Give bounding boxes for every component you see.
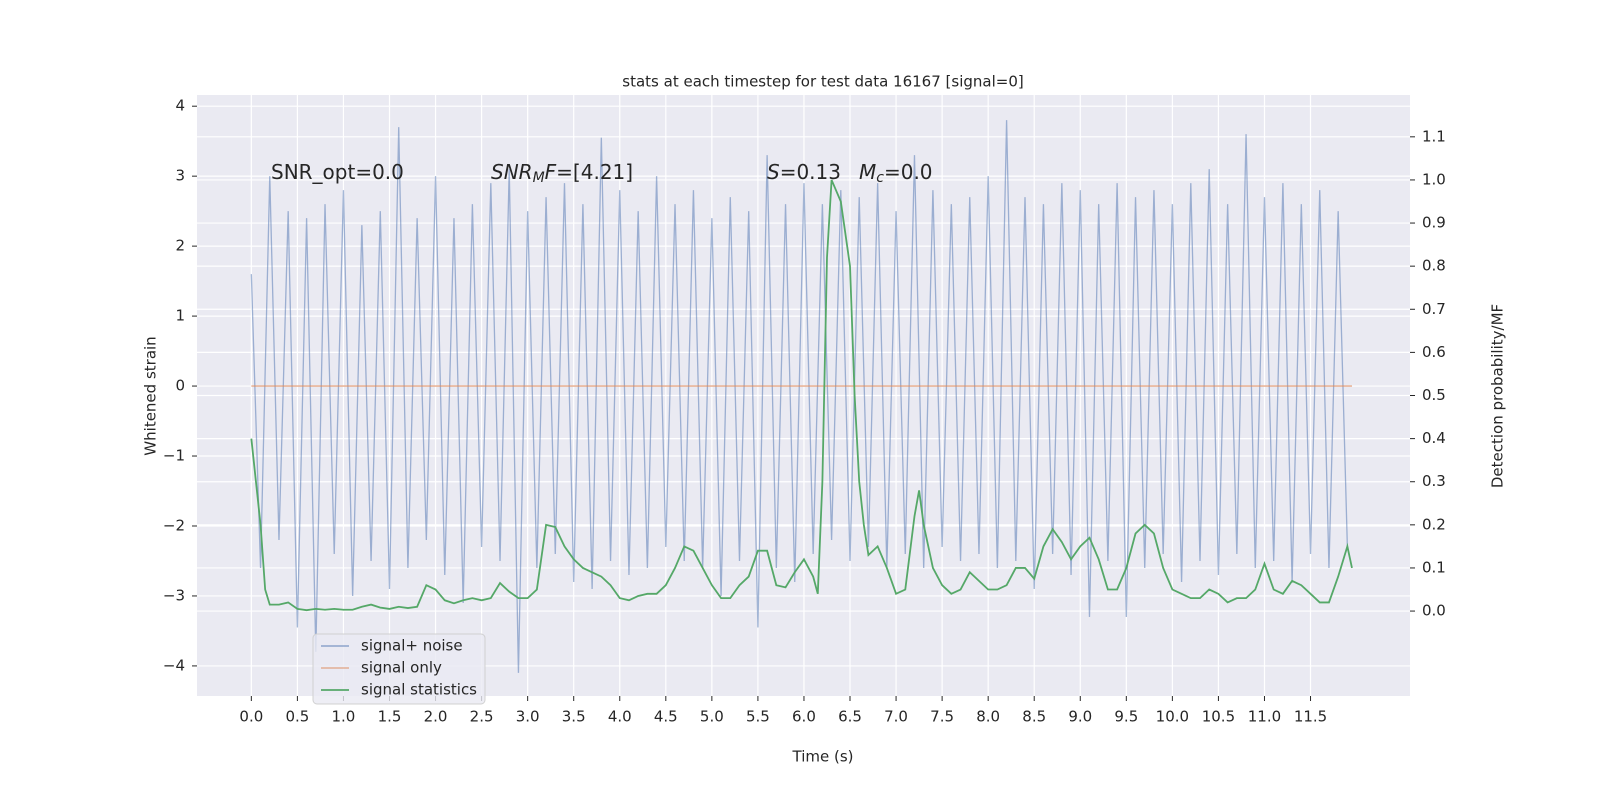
y2-tick-label: 0.6	[1422, 343, 1446, 361]
annotation-part: F	[545, 160, 557, 184]
y-tick-label: 3	[175, 167, 185, 185]
y-tick-label: −2	[163, 516, 185, 534]
x-tick-label: 5.0	[700, 708, 724, 726]
annotation-part: =[4.21]	[556, 160, 633, 184]
y2-tick-label: 0.3	[1422, 472, 1446, 490]
legend-label: signal only	[361, 659, 442, 677]
x-tick-label: 3.0	[516, 708, 540, 726]
x-tick-label: 8.5	[1022, 708, 1046, 726]
legend: signal+ noise signal only signal statistic…	[312, 633, 486, 705]
y-tick-label: 2	[175, 237, 185, 255]
y-axis-label: Whitened strain	[142, 336, 160, 455]
labels: 0.0 0.5 1.0 1.5 2.0 2.5 3.0 3.5 4.0 4.5 5.0 5.5 6.0 6…	[163, 97, 1446, 726]
x-tick-label: 11.5	[1294, 708, 1327, 726]
legend-label: signal+ noise	[361, 637, 463, 655]
x-tick-label: 10.5	[1202, 708, 1235, 726]
x-tick-label: 9.5	[1114, 708, 1138, 726]
x-tick-label: 11.0	[1248, 708, 1281, 726]
y2-axis-label: Detection probability/MF	[1489, 304, 1507, 488]
legend-label: signal statistics	[361, 681, 477, 699]
x-tick-label: 1.0	[332, 708, 356, 726]
y2-tick-label: 1.0	[1422, 170, 1446, 188]
y-tick-label: −3	[163, 586, 185, 604]
x-tick-label: 9.0	[1068, 708, 1092, 726]
x-axis-label: Time (s)	[792, 748, 854, 766]
legend-box	[312, 633, 486, 705]
annotation: S=0.13	[767, 160, 841, 184]
y2-tick-label: 0.5	[1422, 386, 1446, 404]
annotation-part: SNR_opt=0.0	[271, 160, 404, 184]
series-line	[250, 120, 1349, 673]
annotation: Mc=0.0	[859, 160, 933, 187]
annotation: SNR_opt=0.0	[271, 160, 404, 184]
annotation-part: M	[533, 170, 545, 186]
x-tick-label: 10.0	[1156, 708, 1189, 726]
x-tick-label: 6.0	[792, 708, 816, 726]
y-tick-label: −4	[163, 656, 185, 674]
x-tick-label: 8.0	[976, 708, 1000, 726]
annotation-part: c	[876, 170, 884, 186]
annotation-part: SNR	[491, 160, 533, 184]
y2-tick-label: 0.4	[1422, 429, 1446, 447]
annotation-part: M	[859, 160, 876, 184]
y2-tick-label: 0.1	[1422, 558, 1446, 576]
x-tick-label: 1.5	[378, 708, 402, 726]
x-tick-label: 5.5	[746, 708, 770, 726]
x-tick-label: 2.5	[470, 708, 494, 726]
series-line	[250, 179, 1353, 612]
y-tick-label: 4	[175, 97, 185, 115]
x-tick-label: 4.5	[654, 708, 678, 726]
y2-tick-label: 1.1	[1422, 127, 1446, 145]
chart-title: stats at each timestep for test data 161…	[622, 73, 1023, 91]
x-tick-label: 6.5	[838, 708, 862, 726]
annotation-part: S	[767, 160, 780, 184]
y2-tick-label: 0.2	[1422, 515, 1446, 533]
y2-tick-label: 0.7	[1422, 300, 1446, 318]
x-tick-label: 2.0	[424, 708, 448, 726]
annotation-part: =0.0	[884, 160, 933, 184]
x-tick-label: 4.0	[608, 708, 632, 726]
y2-tick-label: 0.0	[1422, 602, 1446, 620]
x-tick-label: 0.5	[285, 708, 309, 726]
y2-tick-label: 0.8	[1422, 257, 1446, 275]
marks	[250, 120, 1353, 673]
x-tick-label: 3.5	[562, 708, 586, 726]
annotation: SNRMF=[4.21]	[491, 160, 633, 187]
x-tick-label: 0.0	[239, 708, 263, 726]
y-tick-label: −1	[163, 447, 185, 465]
x-tick-label: 7.0	[884, 708, 908, 726]
annotation-part: =0.13	[780, 160, 841, 184]
y2-tick-label: 0.9	[1422, 214, 1446, 232]
y-tick-label: 0	[175, 377, 185, 395]
y-tick-label: 1	[175, 307, 185, 325]
x-tick-label: 7.5	[930, 708, 954, 726]
